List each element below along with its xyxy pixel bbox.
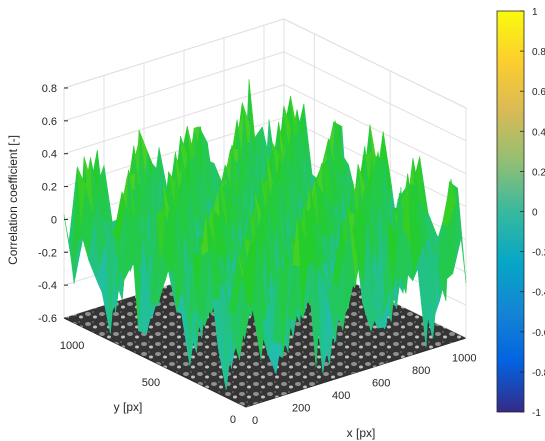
colorbar-tick-label: 0.2	[532, 167, 545, 178]
z-tick-label: 0	[51, 214, 57, 226]
x-tick-label: 800	[412, 365, 430, 377]
x-tick-label: 600	[372, 377, 390, 389]
colorbar-tick-label: -0.2	[532, 248, 545, 259]
y-tick-label: 1000	[60, 340, 84, 352]
z-axis-label: Correlation coefficient [-]	[6, 135, 20, 265]
colorbar-tick-label: 0	[532, 208, 538, 219]
colorbar-gradient	[496, 10, 525, 413]
correlation-surface	[63, 79, 467, 390]
colorbar: 1 0.8 0.6 0.4 0.2 0 -0.2 -0.4 -0.6 -0.8 -1	[496, 7, 545, 419]
x-tick-label: 200	[292, 402, 310, 414]
x-axis-label: x [px]	[347, 426, 376, 440]
x-tick-label: 400	[332, 390, 350, 402]
z-tick-label: 0.4	[42, 149, 57, 161]
z-tick-label: 0.8	[42, 83, 57, 95]
colorbar-tick-label: -1	[532, 408, 541, 419]
x-tick-label: 0	[252, 415, 258, 427]
colorbar-tick-label: 0.4	[532, 127, 545, 138]
colorbar-tick-label: 1	[532, 7, 538, 18]
y-tick-label: 500	[142, 377, 160, 389]
colorbar-tick-label: -0.4	[532, 288, 545, 299]
y-axis-label: y [px]	[114, 400, 143, 414]
surface-patch	[452, 188, 467, 283]
colorbar-tick-label: 0.8	[532, 47, 545, 58]
x-tick-label: 1000	[452, 352, 476, 364]
axis-ticks: -0.6 -0.4 -0.2 0 0.2 0.4 0.6 0.8 0 200 400 600 800 10…	[38, 83, 476, 427]
colorbar-tick-label: -0.6	[532, 328, 545, 339]
colorbar-tick-label: 0.6	[532, 87, 545, 98]
grid-line	[63, 51, 467, 142]
grid-line	[63, 84, 467, 175]
z-tick-label: 0.6	[42, 116, 57, 128]
colorbar-tick-label: -0.8	[532, 368, 545, 379]
z-tick-label: -0.6	[38, 313, 57, 325]
z-tick-label: 0.2	[42, 182, 57, 194]
z-tick-label: -0.2	[38, 247, 57, 259]
grid-line	[63, 18, 467, 109]
z-tick-label: -0.4	[38, 280, 57, 292]
y-tick-label: 0	[230, 414, 236, 426]
